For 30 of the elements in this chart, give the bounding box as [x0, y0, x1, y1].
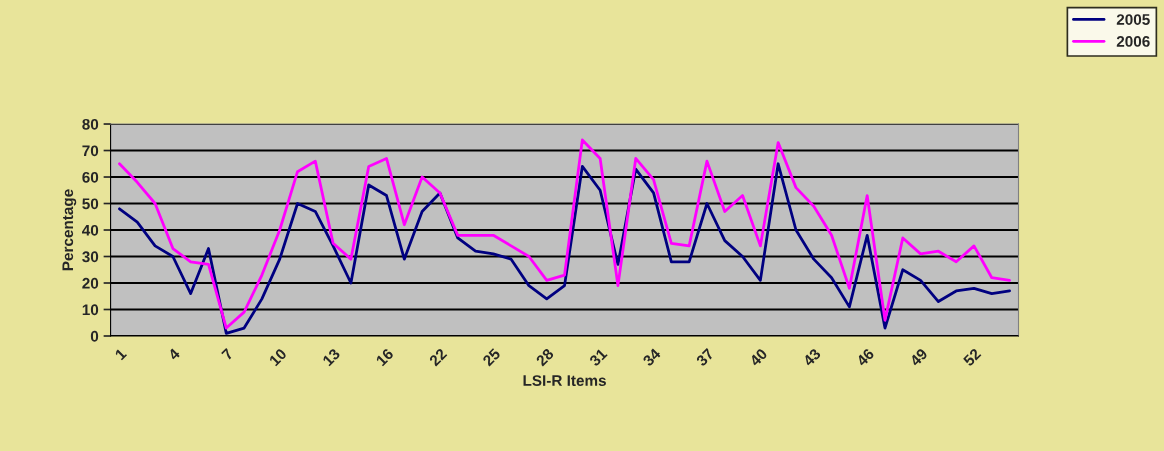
x-tick-label: 37 [695, 347, 715, 367]
y-tick-label: 60 [82, 171, 99, 183]
x-tick-label: 22 [428, 347, 448, 367]
x-tick-label: 25 [481, 347, 501, 367]
x-tick-label: 40 [748, 347, 768, 367]
x-tick-label: 43 [802, 347, 822, 367]
x-tick-label: 10 [268, 347, 288, 367]
legend-label: 2005 [1116, 14, 1150, 25]
y-tick-label: 50 [82, 198, 99, 210]
x-tick-label: 49 [909, 347, 929, 367]
legend-label: 2006 [1116, 36, 1150, 47]
y-tick-label: 0 [90, 330, 99, 342]
x-tick-label: 4 [167, 347, 181, 361]
x-tick-label: 46 [855, 347, 875, 367]
y-tick-label: 40 [82, 224, 99, 236]
x-tick-label: 34 [642, 347, 662, 367]
x-tick-label: 16 [375, 347, 395, 367]
y-tick-label: 30 [82, 251, 99, 263]
x-tick-label: 52 [962, 347, 982, 367]
x-axis-title: LSI-R Items [523, 375, 606, 386]
x-tick-label: 7 [221, 347, 234, 361]
x-tick-label: 1 [114, 347, 128, 361]
y-tick-label: 70 [82, 145, 99, 157]
y-axis-title: Percentage [62, 189, 77, 271]
x-tick-label: 28 [535, 347, 555, 367]
y-tick-label: 20 [82, 277, 99, 289]
x-tick-label: 31 [588, 347, 608, 367]
y-tick-label: 10 [82, 304, 99, 316]
y-tick-label: 80 [82, 118, 99, 130]
x-tick-label: 13 [322, 347, 341, 367]
